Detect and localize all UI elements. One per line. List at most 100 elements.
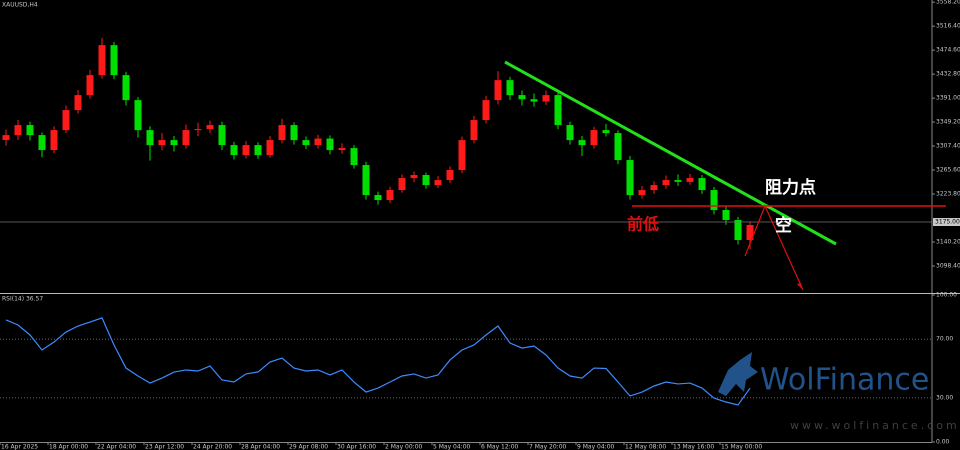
- candle-body: [110, 45, 118, 76]
- y-tick-label: 3265.60: [936, 167, 960, 174]
- x-tick-label: 16 Apr 2025: [1, 444, 38, 450]
- candle-body: [674, 180, 682, 182]
- candle-body: [254, 145, 262, 156]
- candle-body: [14, 125, 22, 136]
- candle-body: [350, 148, 358, 166]
- y-tick-label: 70.00: [936, 336, 953, 343]
- current-price-box: [933, 218, 960, 227]
- candle-body: [578, 140, 586, 146]
- candle-body: [338, 148, 346, 151]
- candle-body: [506, 80, 514, 96]
- y-tick-label: 3474.60: [936, 47, 960, 54]
- y-tick-label: 3223.80: [936, 191, 960, 198]
- short-label: 空: [775, 215, 792, 236]
- candle-body: [530, 99, 538, 102]
- candle-body: [650, 185, 658, 191]
- candle-body: [326, 138, 334, 151]
- candle-body: [542, 95, 550, 102]
- y-tick-label: 3349.20: [936, 119, 960, 126]
- candle-body: [554, 95, 562, 126]
- x-tick-label: 5 May 04:00: [433, 444, 471, 450]
- candle-body: [518, 95, 526, 100]
- y-tick-label: 3558.20: [936, 0, 960, 6]
- candle-body: [62, 110, 70, 131]
- y-tick-label: 3098.40: [936, 262, 960, 269]
- candle-body: [590, 130, 598, 146]
- x-tick-label: 2 May 00:00: [385, 444, 423, 450]
- candle-body: [134, 100, 142, 131]
- candle-body: [482, 100, 490, 121]
- candle-body: [434, 180, 442, 186]
- candle-body: [458, 140, 466, 171]
- x-tick-label: 18 Apr 00:00: [49, 444, 88, 450]
- candle-body: [614, 133, 622, 161]
- candle-body: [374, 195, 382, 201]
- candle-body: [314, 138, 322, 146]
- previous-low-label: 前低: [627, 215, 659, 234]
- x-tick-label: 23 Apr 12:00: [145, 444, 184, 450]
- candle-body: [698, 178, 706, 191]
- watermark: WolFinance www.wolfinance.com: [718, 352, 957, 432]
- x-tick-label: 24 Apr 20:00: [193, 444, 232, 450]
- candle-body: [710, 190, 718, 211]
- candle-body: [146, 130, 154, 146]
- candle-body: [230, 145, 238, 156]
- x-tick-label: 6 May 12:00: [481, 444, 519, 450]
- x-tick-label: 13 May 16:00: [673, 444, 714, 450]
- candle-body: [242, 145, 250, 156]
- candle-body: [734, 220, 742, 241]
- candle-body: [446, 170, 454, 181]
- x-tick-label: 22 Apr 04:00: [97, 444, 136, 450]
- y-tick-label: 0.00: [936, 439, 950, 446]
- candle-body: [26, 125, 34, 136]
- candle-body: [566, 125, 574, 141]
- y-tick-label: 3516.40: [936, 23, 960, 30]
- candle-body: [278, 125, 286, 141]
- candle-body: [98, 45, 106, 76]
- candle-body: [74, 95, 82, 111]
- y-tick-label: 30.00: [936, 394, 953, 401]
- candle-body: [470, 120, 478, 141]
- x-tick-label: 28 Apr 04:00: [241, 444, 280, 450]
- y-tick-label: 3432.80: [936, 71, 960, 78]
- candle-body: [362, 165, 370, 196]
- candle-body: [158, 140, 166, 146]
- chart-title: XAUUSD,H4: [2, 2, 38, 9]
- arrow-path: [744, 204, 804, 291]
- candle-body: [638, 190, 646, 196]
- y-tick-label: 3391.00: [936, 95, 960, 102]
- candle-body: [494, 80, 502, 101]
- candle-body: [50, 130, 58, 151]
- x-tick-label: 29 Apr 08:00: [289, 444, 328, 450]
- x-tick-label: 9 May 04:00: [577, 444, 615, 450]
- candle-body: [170, 140, 178, 146]
- candle-body: [38, 135, 46, 151]
- x-tick-label: 15 May 00:00: [721, 444, 762, 450]
- rsi-title: RSI(14) 36.57: [2, 296, 43, 303]
- candle-body: [86, 75, 94, 96]
- candle-body: [2, 135, 10, 140]
- candle-body: [626, 160, 634, 196]
- resistance-label: 阻力点: [765, 177, 816, 198]
- watermark-logo: [718, 352, 758, 396]
- candle-body: [122, 75, 130, 101]
- x-tick-label: 30 Apr 16:00: [337, 444, 376, 450]
- y-tick-label: 3307.40: [936, 143, 960, 150]
- candle-body: [290, 125, 298, 141]
- candle-body: [722, 210, 730, 221]
- x-tick-label: 12 May 08:00: [625, 444, 666, 450]
- candle-body: [410, 175, 418, 179]
- candle-body: [602, 130, 610, 134]
- rsi-line: [5, 317, 751, 406]
- candle-body: [182, 130, 190, 146]
- candle-body: [266, 140, 274, 156]
- candle-body: [398, 178, 406, 191]
- y-tick-label: 3140.20: [936, 238, 960, 245]
- y-tick-label: 100.00: [936, 292, 957, 299]
- candle-body: [386, 190, 394, 201]
- candle-body: [662, 180, 670, 186]
- candle-body: [194, 129, 202, 131]
- watermark-brand: WolFinance: [760, 363, 929, 398]
